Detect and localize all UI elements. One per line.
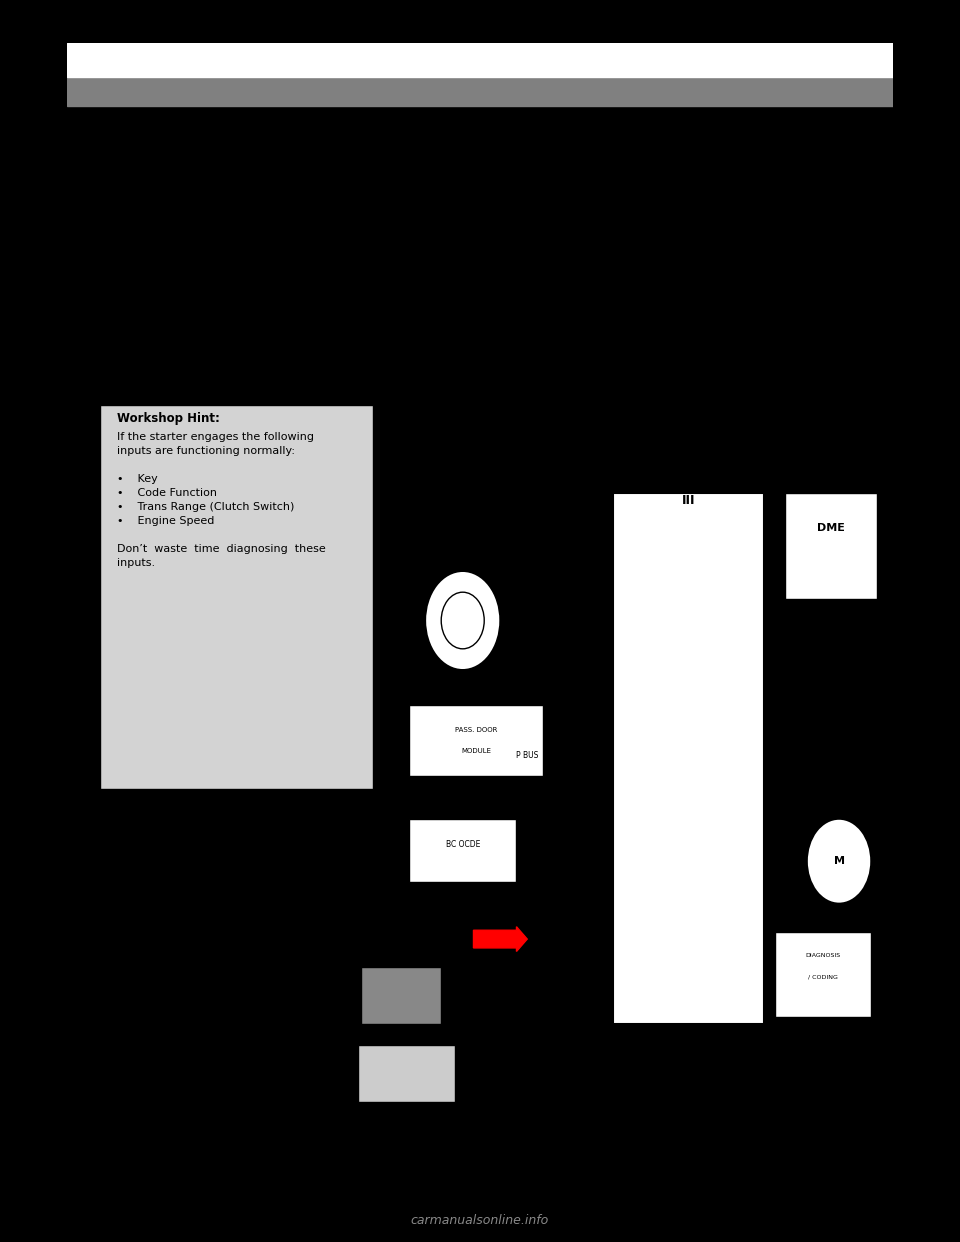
Text: KL. 30: KL. 30	[475, 472, 504, 481]
Text: 13 pin cable adapter P/N: 13 pin cable adapter P/N	[100, 1076, 229, 1086]
Text: K BUS: K BUS	[527, 807, 550, 816]
Bar	[67, 77, 893, 106]
Text: Workshop Hint:: Workshop Hint:	[117, 412, 220, 425]
Text: P/N
SELECTED: P/N SELECTED	[471, 1073, 508, 1087]
Text: CLUTCH
SWITCH: CLUTCH SWITCH	[410, 918, 440, 938]
Text: MODULE: MODULE	[461, 748, 492, 754]
Bar	[613, 493, 764, 1023]
Text: 17: 17	[834, 1164, 859, 1182]
Circle shape	[806, 818, 872, 904]
Text: Range Selector Position: Range Selector Position	[100, 322, 268, 334]
Text: DIAGNOSIS: DIAGNOSIS	[805, 954, 840, 959]
Text: The lock and unlock information arrives at the GM over the P-Bus from the door m: The lock and unlock information arrives …	[100, 137, 639, 217]
Text: HALL
EFFECT: HALL EFFECT	[475, 975, 504, 994]
Bar	[67, 43, 893, 77]
Text: EWS: EWS	[837, 1176, 859, 1186]
Text: Code Function: Code Function	[100, 229, 200, 242]
Text: RING ANTENNA: RING ANTENNA	[433, 684, 492, 693]
Text: OR II: OR II	[796, 807, 814, 816]
Text: carmanualsonline.info: carmanualsonline.info	[411, 1215, 549, 1227]
Text: - Engine Speed: - Engine Speed	[527, 831, 575, 836]
Text: / CODING: / CODING	[808, 975, 838, 980]
FancyArrow shape	[473, 927, 527, 951]
Circle shape	[442, 592, 484, 648]
Bar	[775, 932, 872, 1017]
Bar	[409, 818, 516, 882]
Text: M: M	[833, 856, 845, 866]
Bar	[785, 493, 876, 600]
Text: - Range Selection: - Range Selection	[527, 866, 583, 871]
Text: - Lock - Unlock: - Lock - Unlock	[527, 883, 574, 888]
Text: The code function status arrives at the EWS control module over the K-Bus. This : The code function status arrives at the …	[100, 247, 636, 310]
Text: Range selector position is still provided directly to the EWS III (3.2) control : Range selector position is still provide…	[100, 339, 643, 386]
Text: RANGE SWITCH: RANGE SWITCH	[433, 1046, 492, 1054]
Bar	[358, 1046, 455, 1102]
Text: BC OCDE: BC OCDE	[445, 840, 480, 850]
Text: KL. 30: KL. 30	[828, 750, 852, 760]
Text: KL. 60: KL. 60	[785, 786, 809, 795]
Text: EWS
III: EWS III	[673, 479, 704, 507]
Bar	[409, 705, 543, 776]
Text: If the starter engages the following
inputs are functioning normally:

•    Key
: If the starter engages the following inp…	[117, 432, 325, 569]
Text: P BUS: P BUS	[516, 750, 539, 760]
Text: - Doors: - Doors	[527, 848, 550, 853]
FancyBboxPatch shape	[100, 405, 372, 790]
Text: Lock and Unlock Requests: Lock and Unlock Requests	[100, 117, 284, 130]
Text: IBN: IBN	[789, 621, 803, 630]
Text: KL. R: KL. R	[785, 737, 804, 745]
Text: 61 3 190 for EWS III (3.2) diagnosis.: 61 3 190 for EWS III (3.2) diagnosis.	[100, 1092, 287, 1102]
Bar	[361, 968, 442, 1023]
Text: DME: DME	[817, 523, 845, 534]
Circle shape	[425, 571, 500, 671]
Text: PASS. DOOR: PASS. DOOR	[455, 727, 497, 733]
